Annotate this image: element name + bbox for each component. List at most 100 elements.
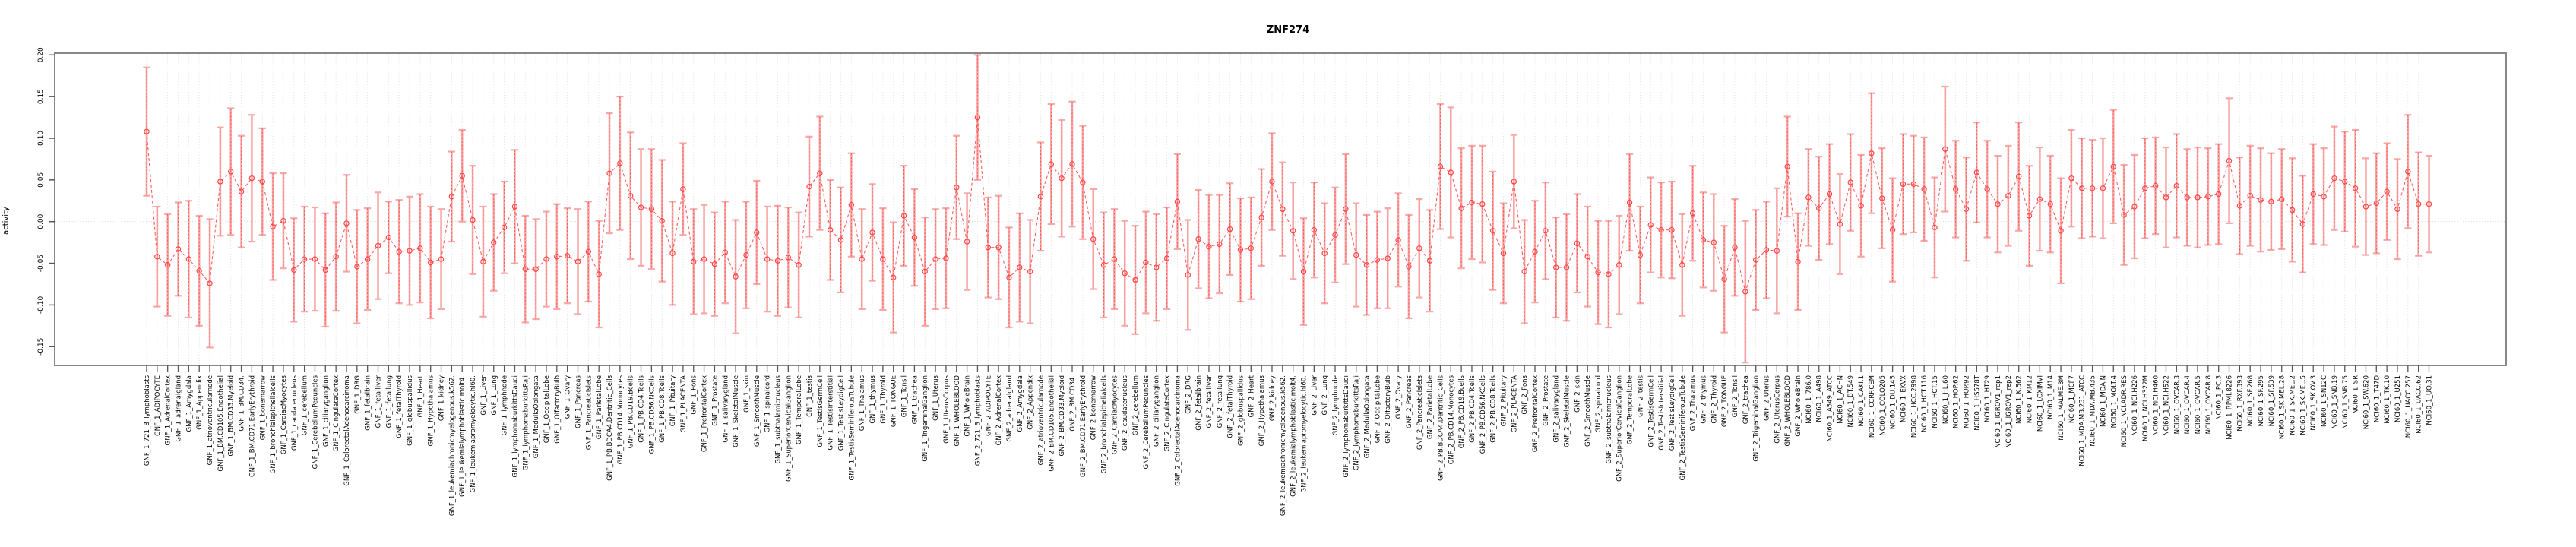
data-point [270,223,276,229]
data-point [1837,221,1843,227]
data-point [1037,194,1044,200]
x-tick-label: GNF_2_bronchialepithelialcells [1101,375,1109,473]
data-point [1163,255,1170,261]
x-tick-label: GNF_1_TemporalLobe [796,375,803,444]
x-tick-label: GNF_2_PancreaticIslets [1416,375,1424,450]
data-point [869,229,875,236]
x-tick-label: GNF_1_TONGUE [891,375,898,427]
data-point [2394,206,2400,212]
x-tick-label: GNF_2_fetalThyroid [1227,375,1235,438]
data-point [511,204,518,210]
data-point [1774,248,1780,254]
data-point [543,256,549,262]
x-tick-label: GNF_2_TestisGermCell [1647,375,1655,447]
data-point [491,239,497,245]
data-point [1195,236,1201,242]
data-point [1017,264,1023,270]
data-point [1742,289,1748,295]
x-tick-label: GNF_1_globuspallidus [407,375,414,445]
x-tick-label: NCI60_1_SK.OV.3 [2310,375,2318,431]
data-point [2079,185,2085,191]
x-tick-label: GNF_1_MedullaOblongata [533,375,540,458]
x-tick-label: GNF_1_testis [806,375,814,416]
data-point [480,258,486,265]
x-tick-label: GNF_1_fetalThyroid [396,375,403,438]
data-point [417,245,423,251]
data-point [196,267,202,274]
x-tick-label: NCI60_1_UACC.62 [2416,375,2423,434]
data-point [1784,163,1790,169]
data-point [385,234,392,241]
data-point [217,179,223,185]
x-tick-label: NCI60_1_SW.620 [2362,375,2370,429]
x-tick-label: GNF_2_BM.CD71.EarlyErythroid [1080,375,1087,477]
x-tick-label: GNF_2_caudatenucleus [1122,375,1129,451]
x-tick-label: NCI60_1_LOXIMVI [2036,375,2044,432]
data-point [617,160,623,166]
data-point [2215,191,2222,198]
data-point [911,234,918,241]
data-point [322,267,328,274]
x-tick-label: GNF_1_ciliaryganglion [322,375,330,447]
x-tick-label: GNF_2_atrioventricularnode [1037,375,1045,465]
y-tick-label: 0.00 [37,213,45,229]
data-point [606,170,612,176]
x-tick-label: NCI60_1_SK.MEL.2 [2290,375,2297,435]
x-tick-label: GNF_1_kidney [438,375,446,421]
data-point [2310,191,2316,198]
x-tick-label: GNF_2_TONGUE [1721,375,1729,427]
data-point [974,114,981,121]
x-tick-label: NCI60_1_MOLT.4 [2110,375,2118,428]
x-tick-label: GNF_2_721_B_lymphoblasts [974,375,982,466]
x-tick-label: NCI60_1_SK.MEL.5 [2299,375,2307,435]
x-tick-label: GNF_1_salivarygland [722,375,729,443]
data-point [2352,185,2359,191]
data-point [1584,254,1590,260]
x-tick-label: GNF_2_MedullaOblongata [1364,375,1372,458]
x-tick-label: GNF_2_TrigeminalGanglion [1753,375,1761,462]
x-tick-label: GNF_2_subthalamicnucleus [1606,375,1613,463]
x-tick-label: NCI60_1_SK.MEL.28 [2279,375,2286,439]
data-point [343,220,350,226]
x-tick-label: GNF_2_Liver [1311,375,1318,415]
data-point [1563,264,1570,270]
x-tick-label: NCI60_1_SR [2353,375,2360,414]
data-point [891,274,897,280]
data-point [733,274,739,280]
y-tick-label: -0.05 [37,255,45,272]
data-point [2058,228,2064,234]
x-tick-label: NCI60_1_MDA.MB.231_ATCC [2079,375,2087,466]
data-point [1059,175,1065,182]
x-tick-label: GNF_1_PB.CD14.Monocytes [617,375,625,464]
x-tick-label: GNF_1_skin [743,375,751,413]
data-point [2026,213,2033,219]
data-point [154,254,160,260]
x-tick-label: NCI60_1_HL.60 [1942,375,1950,424]
data-point [680,186,686,192]
x-tick-label: NCI60_1_NCI.H460 [2153,375,2160,436]
x-tick-label: GNF_2_testis [1637,375,1644,416]
data-point [701,256,707,262]
data-point [1385,255,1391,261]
data-point [2384,188,2390,194]
x-tick-label: GNF_1_Ovary [565,375,572,419]
data-point [1869,150,1875,157]
data-point [1658,226,1664,233]
data-point [2226,157,2233,164]
data-point [2110,163,2116,169]
x-tick-label: GNF_2_TestisLeydigCell [1669,375,1676,451]
data-point [837,237,844,243]
x-tick-label: GNF_1_CingulateCortex [333,375,340,451]
data-point [1206,243,1212,250]
data-point [1185,272,1191,278]
data-point [185,256,192,262]
data-point [1910,181,1916,188]
data-point [1258,214,1264,220]
x-tick-label: GNF_2_TemporalLobe [1627,375,1635,444]
x-tick-label: GNF_2_ColorectalAdenocarcinoma [1174,375,1182,486]
data-point [1353,251,1359,258]
x-tick-label: NCI60_1_NCI.H322M [2142,375,2150,441]
x-tick-label: NCI60_1_HT29 [1984,375,1992,422]
x-tick-label: GNF_1_SuperiorCervicalGanglion [785,375,793,482]
